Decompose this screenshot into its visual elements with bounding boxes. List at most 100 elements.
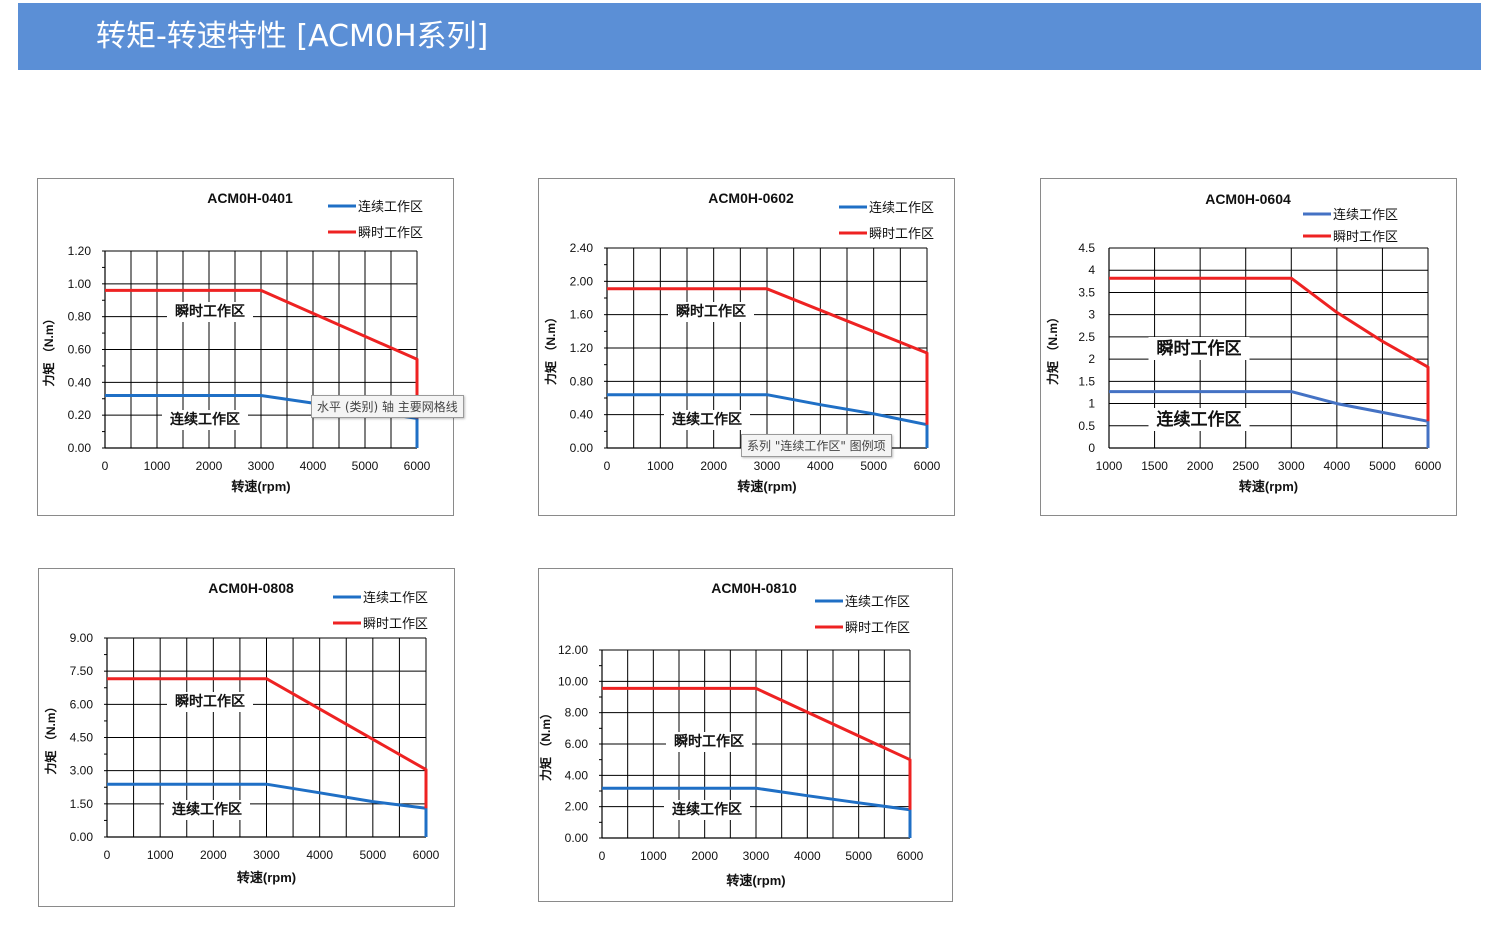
y-tick-label: 0.00	[565, 831, 589, 845]
y-tick-label: 2.00	[570, 274, 594, 288]
x-tick-label: 6000	[404, 459, 431, 473]
x-tick-label: 1000	[147, 848, 174, 862]
continuous-region-label: 连续工作区	[170, 411, 240, 427]
x-tick-label: 0	[104, 848, 111, 862]
legend-instant-label: 瞬时工作区	[358, 225, 423, 240]
instant-series-line	[107, 677, 428, 809]
legend-continuous: 连续工作区	[328, 199, 423, 214]
y-tick-label: 3.00	[70, 764, 94, 778]
legend-instant: 瞬时工作区	[1303, 229, 1398, 244]
x-tick-label: 6000	[897, 849, 924, 863]
legend-instant-label: 瞬时工作区	[363, 616, 428, 631]
continuous-region-label: 连续工作区	[672, 411, 742, 427]
continuous-series-line	[607, 393, 929, 448]
y-tick-label: 2	[1088, 352, 1095, 366]
legend-instant-label: 瞬时工作区	[1333, 229, 1398, 244]
instant-series-line	[105, 288, 419, 419]
x-tick-label: 1000	[647, 459, 674, 473]
continuous-region-label-bg	[664, 800, 750, 820]
x-tick-label: 4000	[306, 848, 333, 862]
x-axis-label: 转速(rpm)	[231, 479, 290, 494]
chart-title: ACM0H-0808	[208, 580, 294, 596]
chart-title: ACM0H-0810	[711, 580, 797, 596]
x-tick-label: 6000	[914, 459, 941, 473]
y-tick-label: 1	[1088, 397, 1095, 411]
x-tick-label: 5000	[860, 459, 887, 473]
y-tick-label: 0.20	[68, 408, 92, 422]
instant-region-label: 瞬时工作区	[175, 303, 245, 319]
x-axis-label: 转速(rpm)	[237, 870, 296, 885]
x-tick-label: 1000	[640, 849, 667, 863]
x-tick-label: 5000	[1369, 459, 1396, 473]
y-tick-label: 0.80	[68, 310, 92, 324]
chart-svg: ACM0H-0604 0 0.5 1 1.5 2 2.5 3 3.5 4 4.5 1000 1500 20…	[1045, 191, 1442, 494]
legend-instant: 瞬时工作区	[815, 620, 910, 635]
x-tick-label: 2000	[1187, 459, 1214, 473]
y-tick-label: 0.00	[68, 441, 92, 455]
x-tick-label: 4000	[1324, 459, 1351, 473]
continuous-region-label: 连续工作区	[672, 801, 742, 817]
y-tick-label: 2.5	[1078, 330, 1095, 344]
y-axis-label: 力矩 （N.m）	[543, 311, 558, 385]
x-tick-label: 4000	[807, 459, 834, 473]
chart-svg: ACM0H-0401 0.00 0.20 0.40 0.60 0.80 1.00 1.20 0 1…	[41, 190, 431, 494]
x-tick-label: 2000	[700, 459, 727, 473]
instant-region-label: 瞬时工作区	[1157, 338, 1242, 358]
y-tick-label: 0.40	[68, 375, 92, 389]
y-tick-label: 1.20	[68, 244, 92, 258]
y-axis-label: 力矩 （N.m）	[43, 700, 58, 774]
instant-series-line	[602, 686, 912, 810]
gridlines	[102, 250, 418, 449]
x-tick-label: 3000	[1278, 459, 1305, 473]
chart-acm0h-0604[interactable]: ACM0H-0604 0 0.5 1 1.5 2 2.5 3 3.5 4 4.5 1000 1500 20…	[1040, 178, 1457, 516]
x-tick-label: 6000	[1415, 459, 1442, 473]
x-tick-label: 1500	[1141, 459, 1168, 473]
instant-region-label-bg	[167, 302, 253, 322]
y-tick-label: 1.60	[570, 308, 594, 322]
y-tick-label: 6.00	[70, 697, 94, 711]
legend-instant: 瞬时工作区	[333, 616, 428, 631]
continuous-region-label-bg	[664, 410, 750, 430]
instant-series-line	[1109, 276, 1430, 422]
y-tick-label: 4	[1088, 263, 1095, 277]
x-axis-label: 转速(rpm)	[726, 873, 785, 888]
chart-acm0h-0810[interactable]: ACM0H-0810 0.00 2.00 4.00 6.00 8.00 10.00 12.00…	[538, 568, 953, 902]
y-tick-label: 1.50	[70, 797, 94, 811]
x-tick-label: 5000	[359, 848, 386, 862]
y-tick-label: 0.00	[570, 441, 594, 455]
x-axis-label: 转速(rpm)	[1239, 479, 1298, 494]
gridlines	[104, 637, 427, 838]
y-tick-label: 4.00	[565, 768, 589, 782]
y-tick-label: 3	[1088, 308, 1095, 322]
chart-acm0h-0602[interactable]: ACM0H-0602 0.00 0.40 0.80 1.20 1.60 2.00 2.40 0 1…	[538, 178, 955, 516]
y-tick-label: 0	[1088, 441, 1095, 455]
x-tick-label: 3000	[754, 459, 781, 473]
instant-region-label: 瞬时工作区	[175, 693, 245, 709]
y-tick-label: 4.5	[1078, 241, 1095, 255]
legend-entry-tooltip: 系列 "连续工作区" 图例项	[741, 434, 892, 457]
continuous-region-label-bg	[164, 800, 250, 820]
y-tick-label: 0.60	[68, 343, 92, 357]
legend-continuous: 连续工作区	[1303, 207, 1398, 222]
y-tick-label: 6.00	[565, 737, 589, 751]
x-tick-label: 2500	[1232, 459, 1259, 473]
x-tick-label: 2000	[200, 848, 227, 862]
chart-acm0h-0401[interactable]: ACM0H-0401 0.00 0.20 0.40 0.60 0.80 1.00 1.20 0 1…	[37, 178, 454, 516]
x-tick-label: 0	[604, 459, 611, 473]
legend-continuous: 连续工作区	[839, 200, 934, 215]
chart-title: ACM0H-0401	[207, 190, 293, 206]
continuous-region-label-bg	[1148, 408, 1250, 431]
y-tick-label: 7.50	[70, 664, 94, 678]
legend-continuous: 连续工作区	[333, 590, 428, 605]
chart-title: ACM0H-0602	[708, 190, 794, 206]
instant-region-label-bg	[1148, 337, 1250, 360]
legend-continuous-label: 连续工作区	[869, 200, 934, 215]
chart-acm0h-0808[interactable]: ACM0H-0808 0.00 1.50 3.00 4.50 6.00 7.50 9.00 0 1…	[38, 568, 455, 907]
gridlines	[599, 649, 911, 839]
x-tick-label: 0	[102, 459, 109, 473]
gridlines	[604, 247, 928, 449]
chart-title: ACM0H-0604	[1205, 191, 1291, 207]
legend-instant: 瞬时工作区	[839, 226, 934, 241]
y-axis-label: 力矩 （N.m）	[41, 312, 56, 386]
legend-continuous-label: 连续工作区	[358, 199, 423, 214]
